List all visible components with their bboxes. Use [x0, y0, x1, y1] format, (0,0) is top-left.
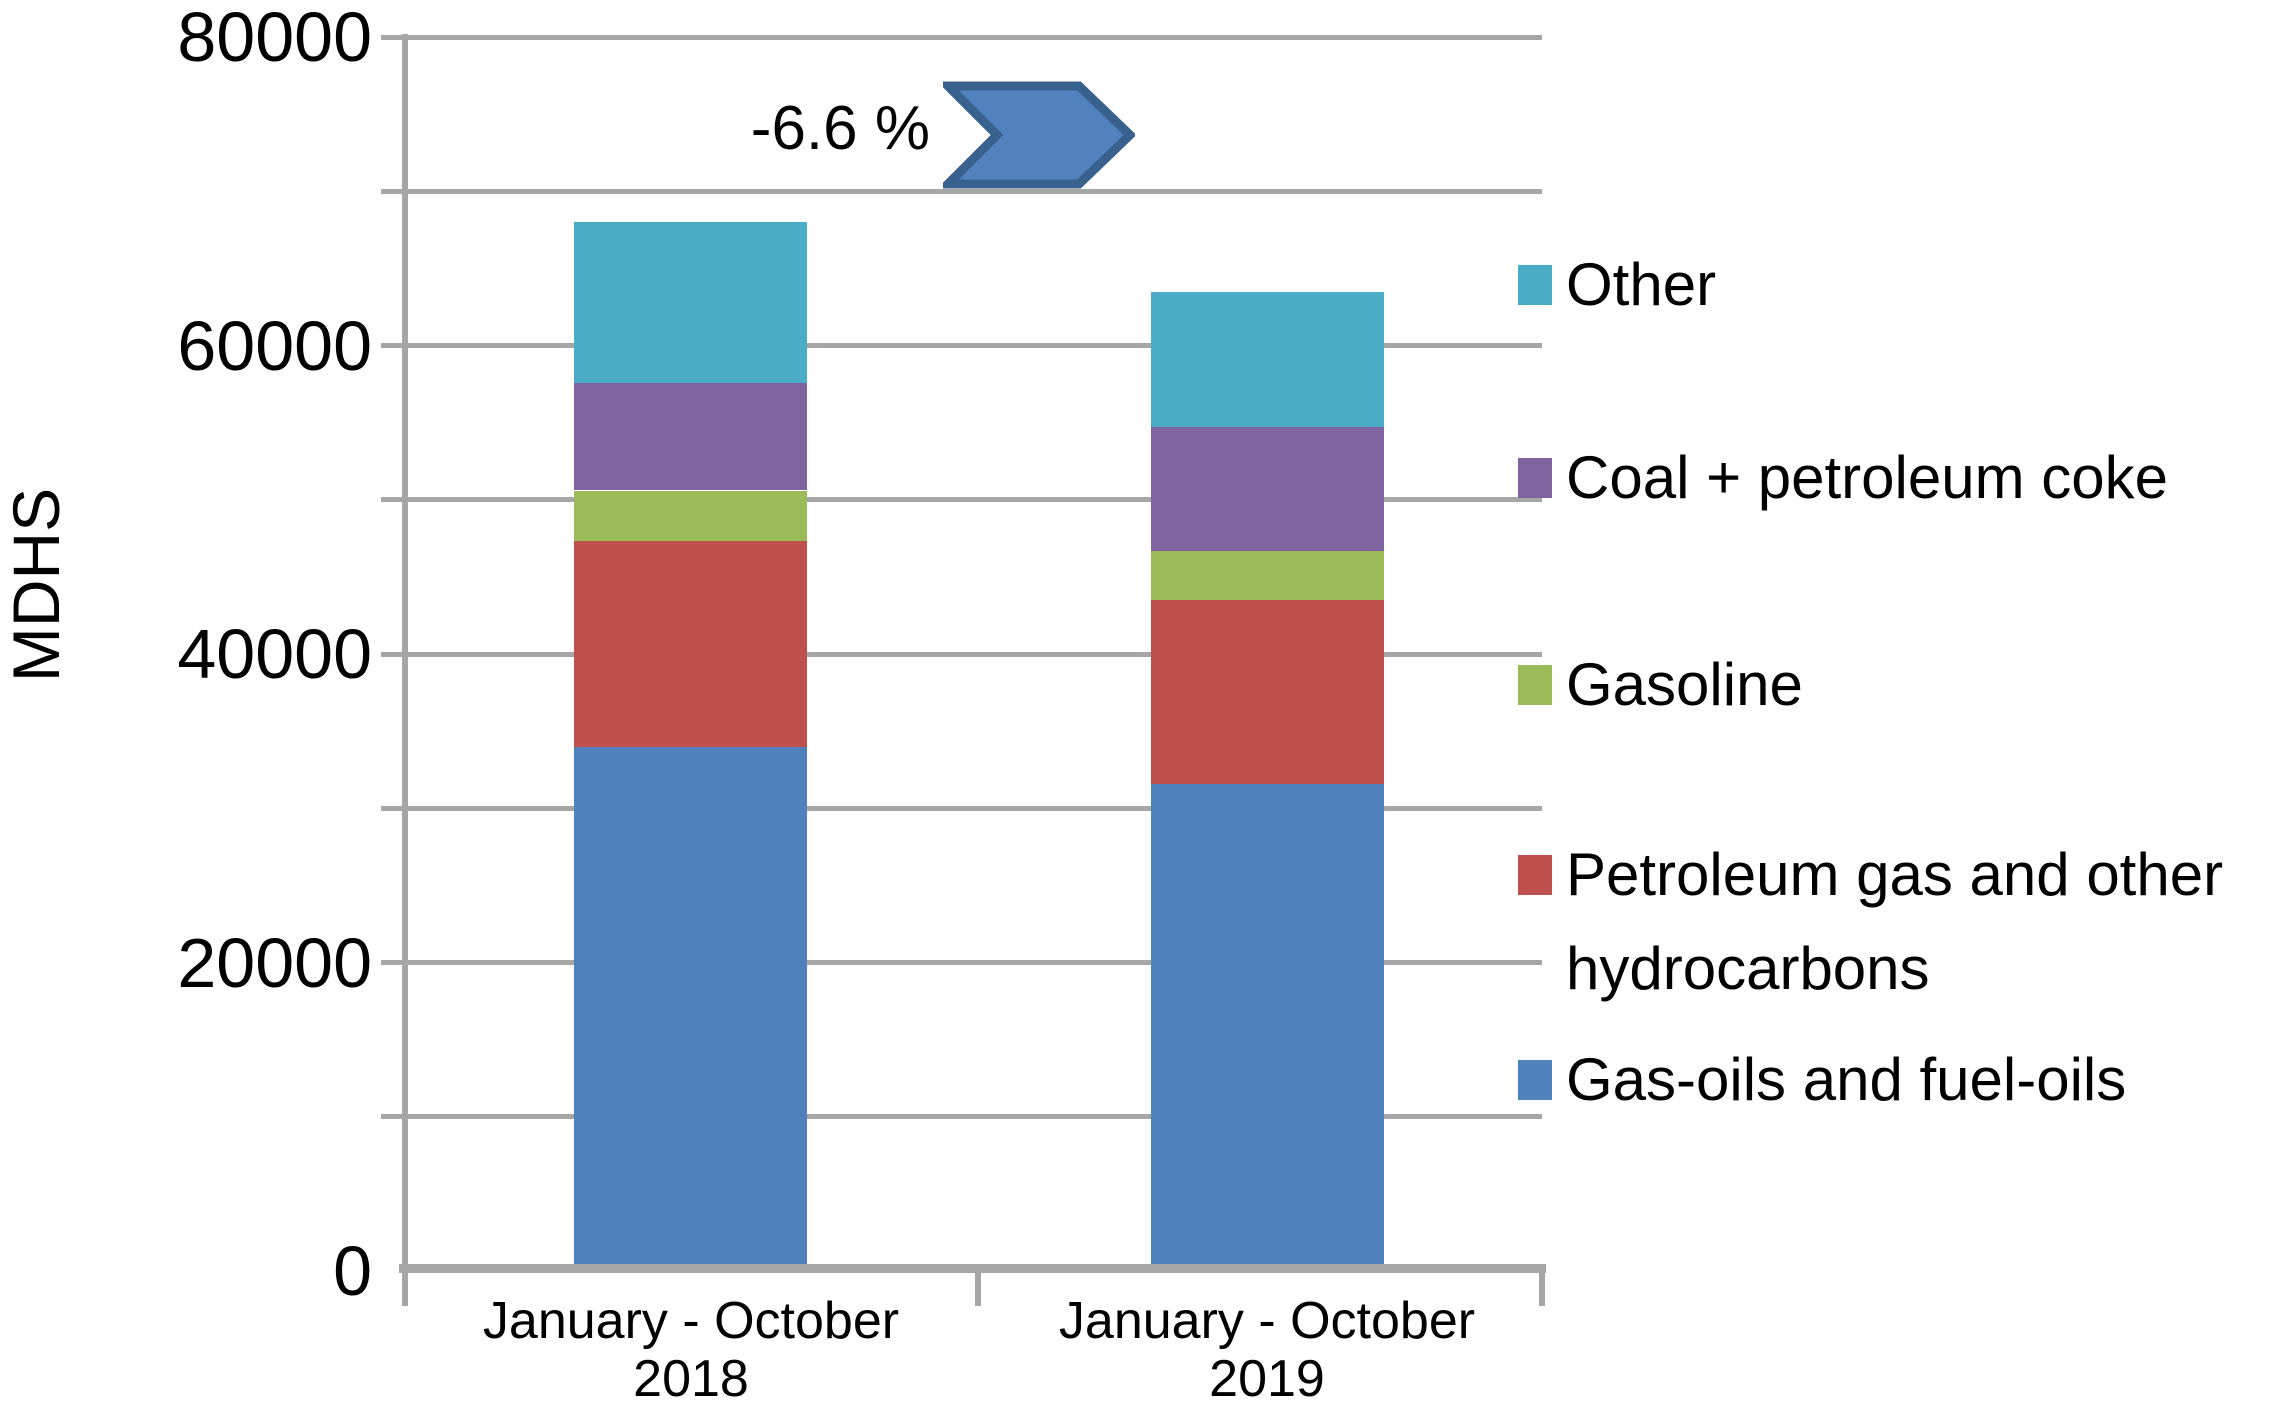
- legend-label: Other: [1566, 251, 1717, 318]
- change-annotation-label: -6.6 %: [580, 90, 930, 166]
- x-axis-line: [399, 1264, 1546, 1273]
- bar-segment-2018-gas-oils-and-fuel-oils: [574, 746, 807, 1271]
- legend-item-petroleum-gas-and-other-hydrocarbons: Petroleum gas and other hydrocarbons: [1518, 828, 2246, 1016]
- chevron-arrow-icon: [943, 81, 1135, 189]
- gridline-70000: [381, 188, 1542, 194]
- bar-segment-2019-gas-oils-and-fuel-oils: [1151, 783, 1384, 1271]
- x-category-label-line1: January - October: [1058, 1292, 1476, 1350]
- bar-segment-2019-petroleum-gas-and-other-hydrocarbons: [1151, 600, 1384, 784]
- legend-label: Gas-oils and fuel-oils: [1566, 1046, 2127, 1113]
- gridline-30000: [381, 805, 1542, 811]
- y-axis-title: MDHS: [0, 487, 73, 683]
- gridline-40000: [381, 651, 1542, 657]
- y-tick-label-80000: 80000: [177, 0, 372, 76]
- x-category-label-line1: January - October: [482, 1292, 900, 1350]
- legend-label: Gasoline: [1566, 651, 1803, 718]
- bar-segment-2018-petroleum-gas-and-other-hydrocarbons: [574, 541, 807, 747]
- bar-segment-2019-coal-petroleum-coke: [1151, 427, 1384, 551]
- legend-swatch: [1518, 665, 1552, 705]
- legend-item-other: Other: [1518, 238, 1716, 332]
- y-tick-label-40000: 40000: [177, 615, 372, 693]
- bar-2018: [574, 222, 807, 1271]
- legend-swatch: [1518, 855, 1552, 895]
- x-category-label-line2: 2018: [633, 1350, 749, 1408]
- x-category-label-2019: January - October 2019: [947, 1292, 1587, 1408]
- legend-swatch: [1518, 458, 1552, 498]
- bar-2019: [1151, 291, 1384, 1271]
- gridline-80000: [381, 34, 1542, 40]
- gridline-50000: [381, 497, 1542, 503]
- legend-label: Petroleum gas and other hydrocarbons: [1566, 841, 2224, 1002]
- y-tick-label-60000: 60000: [177, 306, 372, 385]
- y-tick-label-0: 0: [333, 1232, 372, 1310]
- x-category-label-line2: 2019: [1209, 1350, 1325, 1408]
- legend-item-gasoline: Gasoline: [1518, 638, 1803, 732]
- bar-segment-2018-coal-petroleum-coke: [574, 382, 807, 491]
- y-axis-line: [402, 34, 408, 1306]
- x-axis-tick-0: [402, 1273, 408, 1306]
- bar-segment-2018-gasoline: [574, 490, 807, 542]
- gridline-10000: [381, 1114, 1542, 1120]
- bar-segment-2018-other: [574, 222, 807, 383]
- x-axis-tick-2: [1539, 1273, 1545, 1306]
- legend-swatch: [1518, 1060, 1552, 1100]
- legend-item-coal-petroleum-coke: Coal + petroleum coke: [1518, 431, 2168, 525]
- y-tick-label-20000: 20000: [177, 923, 372, 1002]
- legend-swatch: [1518, 265, 1552, 305]
- legend-item-gas-oils-and-fuel-oils: Gas-oils and fuel-oils: [1518, 1033, 2126, 1127]
- change-annotation-text: -6.6 %: [750, 93, 930, 163]
- x-category-label-2018: January - October 2018: [371, 1292, 1011, 1408]
- x-axis-tick-1: [975, 1273, 981, 1306]
- bar-segment-2019-other: [1151, 291, 1384, 428]
- gridline-20000: [381, 960, 1542, 965]
- bar-segment-2019-gasoline: [1151, 550, 1384, 600]
- legend-label: Coal + petroleum coke: [1566, 444, 2168, 511]
- gridline-60000: [381, 343, 1542, 348]
